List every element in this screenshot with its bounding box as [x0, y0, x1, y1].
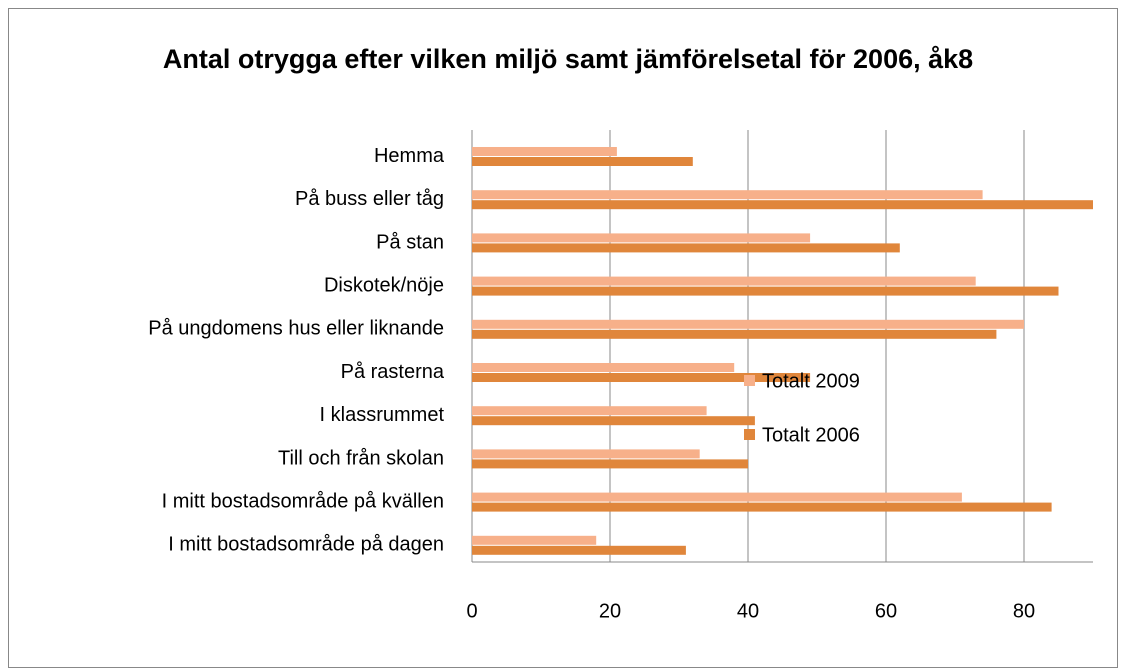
bar [472, 502, 1052, 512]
bar [472, 190, 983, 200]
bar [472, 459, 748, 469]
bar [472, 147, 617, 156]
bar [472, 535, 597, 545]
legend-swatch [744, 375, 755, 386]
bar [472, 373, 811, 382]
x-tick-label: 60 [875, 600, 897, 622]
bar [472, 545, 686, 555]
y-tick-label: I mitt bostadsområde på dagen [168, 534, 444, 556]
x-tick-label: 40 [737, 600, 759, 622]
bar [472, 492, 962, 502]
legend-label: Totalt 2006 [762, 424, 860, 446]
bar [472, 406, 707, 416]
bar [472, 243, 900, 253]
bar [472, 319, 1024, 329]
chart: 0 20 40 60 80 Hemma På buss eller tåg På stan Di… [148, 130, 1093, 622]
bar [472, 416, 755, 426]
bar [472, 233, 811, 243]
legend-label: Totalt 2009 [762, 370, 860, 392]
y-tick-label: I mitt bostadsområde på kvällen [162, 490, 444, 512]
y-tick-label: I klassrummet [320, 404, 445, 426]
legend-swatch [744, 429, 755, 440]
x-tick-label: 80 [1013, 600, 1035, 622]
y-tick-label: Diskotek/nöje [324, 274, 444, 296]
y-tick-label: På buss eller tåg [295, 188, 444, 210]
chart-title: Antal otrygga efter vilken miljö samt jä… [162, 44, 974, 74]
bar [472, 363, 735, 372]
y-tick-label: På stan [376, 231, 444, 253]
bar [472, 276, 976, 286]
bar [472, 200, 1093, 210]
y-tick-label: På rasterna [341, 361, 445, 383]
y-tick-label: Till och från skolan [278, 447, 444, 469]
x-tick-label: 0 [466, 600, 477, 622]
bar [472, 157, 693, 166]
bar [472, 329, 997, 339]
y-tick-label: Hemma [374, 145, 445, 167]
x-tick-label: 20 [599, 600, 621, 622]
bar [472, 286, 1059, 296]
page: {"chart_data": {"type": "bar", "orientat… [8, 8, 1118, 668]
y-tick-label: På ungdomens hus eller liknande [148, 318, 444, 340]
bar [472, 449, 700, 459]
